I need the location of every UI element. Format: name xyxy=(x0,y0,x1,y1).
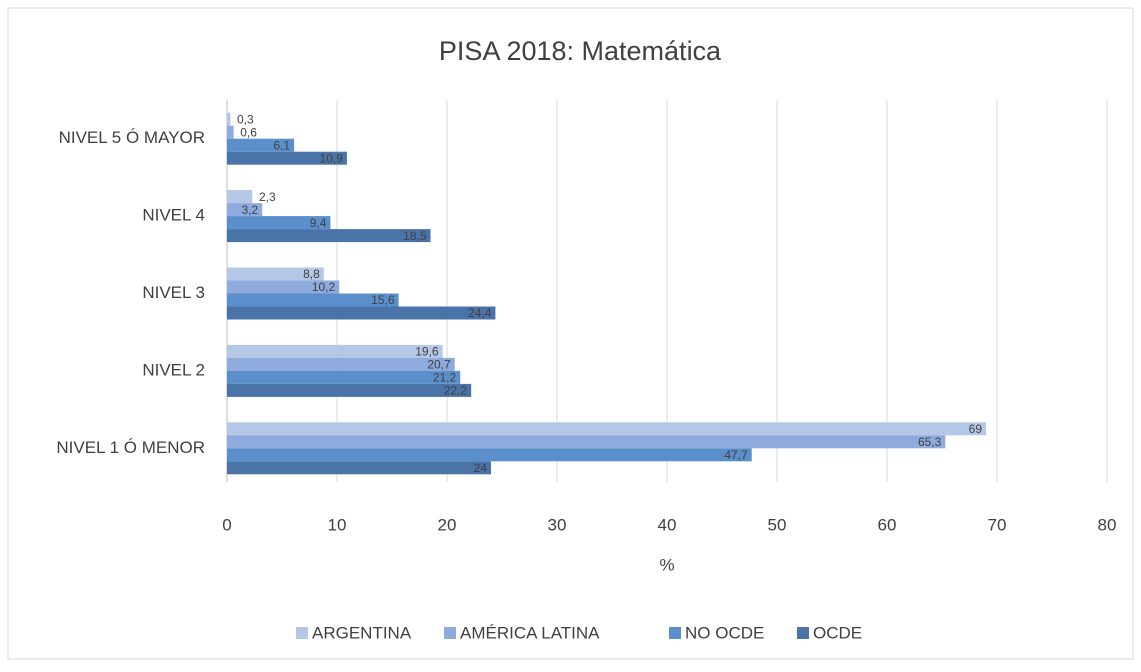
data-label: 18,5 xyxy=(403,229,427,243)
data-label: 8,8 xyxy=(303,267,320,281)
bar xyxy=(227,435,946,449)
x-tick-label: 60 xyxy=(878,515,897,534)
bar xyxy=(227,112,231,126)
data-label: 0,3 xyxy=(237,112,254,126)
bar xyxy=(227,383,472,397)
data-label: 10,9 xyxy=(320,151,344,165)
data-label: 2,3 xyxy=(259,190,276,204)
bar xyxy=(227,190,253,204)
bar xyxy=(227,357,455,371)
data-label: 19,6 xyxy=(415,345,439,359)
y-tick-label: NIVEL 5 Ó MAYOR xyxy=(59,128,205,147)
x-tick-label: 40 xyxy=(658,515,677,534)
chart-title: PISA 2018: Matemática xyxy=(439,36,722,66)
bar xyxy=(227,125,234,139)
data-label: 20,7 xyxy=(427,358,451,372)
x-tick-label: 80 xyxy=(1098,515,1117,534)
legend-swatch xyxy=(797,627,809,639)
bar xyxy=(227,267,324,281)
data-label: 6,1 xyxy=(273,138,290,152)
x-tick-label: 30 xyxy=(548,515,567,534)
legend-swatch xyxy=(444,627,456,639)
data-label: 47,7 xyxy=(724,448,748,462)
legend-label: AMÉRICA LATINA xyxy=(460,623,600,642)
legend-swatch xyxy=(669,627,681,639)
x-tick-label: 50 xyxy=(768,515,787,534)
data-label: 15,6 xyxy=(371,293,395,307)
bar xyxy=(227,344,443,358)
data-label: 0,6 xyxy=(240,125,257,139)
bar xyxy=(227,138,295,152)
y-tick-label: NIVEL 4 xyxy=(142,206,205,225)
data-label: 65,3 xyxy=(918,435,942,449)
x-axis-label: % xyxy=(659,555,674,574)
legend-swatch xyxy=(296,627,308,639)
data-label: 22,2 xyxy=(444,384,468,398)
y-tick-label: NIVEL 1 Ó MENOR xyxy=(56,438,205,457)
data-label: 10,2 xyxy=(312,280,336,294)
bar xyxy=(227,293,399,307)
y-tick-label: NIVEL 3 xyxy=(142,283,205,302)
bar xyxy=(227,151,347,165)
data-label: 3,2 xyxy=(242,203,259,217)
bar xyxy=(227,422,986,436)
legend-label: ARGENTINA xyxy=(312,623,412,642)
bar xyxy=(227,229,431,243)
bar xyxy=(227,448,752,462)
bar xyxy=(227,461,491,475)
data-label: 24 xyxy=(474,461,488,475)
x-tick-label: 20 xyxy=(438,515,457,534)
x-tick-label: 70 xyxy=(988,515,1007,534)
data-label: 21,2 xyxy=(433,371,457,385)
legend-label: OCDE xyxy=(813,623,862,642)
chart-frame xyxy=(7,7,1134,660)
x-tick-label: 0 xyxy=(222,515,231,534)
bar xyxy=(227,280,340,294)
data-label: 9,4 xyxy=(310,216,327,230)
bar xyxy=(227,216,331,230)
y-tick-label: NIVEL 2 xyxy=(142,360,205,379)
bar xyxy=(227,306,496,320)
legend-label: NO OCDE xyxy=(685,623,764,642)
bar xyxy=(227,203,263,217)
bar xyxy=(227,370,461,384)
data-label: 24,4 xyxy=(468,306,492,320)
data-label: 69 xyxy=(969,422,983,436)
x-tick-label: 10 xyxy=(328,515,347,534)
